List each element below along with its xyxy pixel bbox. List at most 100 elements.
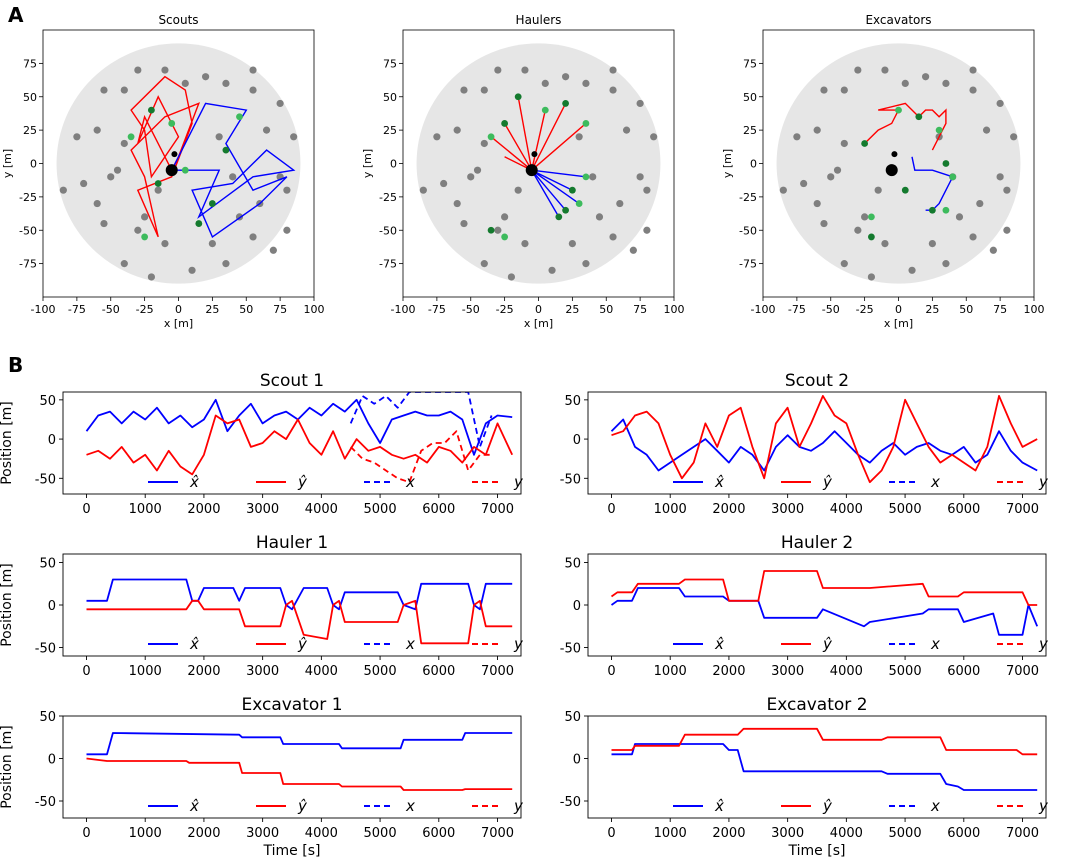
x-tick-label: 1000 [654, 826, 687, 841]
rock-point [93, 199, 101, 208]
x-tick-label: 3000 [246, 502, 279, 517]
y-tick-label: 25 [23, 124, 37, 137]
series-line--solid [86, 599, 513, 645]
rock-point [161, 66, 169, 74]
y-tick-label: -75 [379, 258, 397, 271]
x-tick-label: 0 [82, 826, 90, 841]
x-tick-label: 3000 [771, 826, 804, 841]
deposit-point [949, 173, 957, 181]
x-tick-label: 4000 [305, 502, 338, 517]
panel-a-label: A [8, 3, 24, 27]
y-tick-label: -50 [35, 642, 56, 657]
deposit-point [562, 100, 569, 107]
rock-point [867, 273, 876, 281]
y-tick-label: -50 [35, 472, 56, 487]
plot-area [85, 392, 514, 484]
series-line-x-dashed [349, 392, 493, 448]
rock-point [820, 86, 828, 94]
legend-label: x̂ [714, 797, 724, 815]
line-chart-scout-2: Scout 2 0 1000 2000 3000 4000 5000 6000 7000 -50 0… [560, 371, 1049, 517]
y-tick-label: 0 [48, 433, 56, 448]
deposit-point [541, 106, 549, 114]
deposit-point [942, 160, 950, 167]
x-axis-label: x [m] [884, 317, 913, 330]
base-small [891, 151, 898, 158]
rock-point [181, 79, 189, 87]
x-tick-label: 75 [993, 303, 1007, 316]
x-axis-label: Time [s] [263, 843, 321, 859]
deposit-point [181, 166, 189, 174]
y-tick-label: 50 [564, 557, 581, 572]
rock-point [249, 66, 257, 74]
x-axis-label: Time [s] [788, 843, 846, 859]
map-title: Excavators [865, 13, 931, 27]
deposit-point [562, 206, 569, 214]
rock-point [854, 66, 862, 74]
series-line-x-solid [86, 578, 513, 611]
charts-group: Scouts -100 -75 -50 -25 0 25 50 75 100 -75 -50 -25 0 2… [0, 13, 1049, 859]
legend-label: x̂ [189, 473, 199, 491]
legend-label: x [405, 797, 415, 815]
rock-point [942, 79, 950, 87]
y-tick-label: 0 [573, 599, 581, 614]
rock-point [616, 199, 624, 208]
x-tick-label: 25 [565, 303, 579, 316]
chart-title: Excavator 2 [766, 695, 867, 715]
x-tick-label: 5000 [889, 664, 922, 679]
x-tick-label: 0 [607, 664, 615, 679]
x-tick-label: 5000 [889, 502, 922, 517]
rock-point [215, 133, 223, 141]
rock-point [922, 73, 930, 81]
y-tick-label: -50 [19, 224, 37, 237]
x-tick-label: 5000 [364, 826, 397, 841]
rock-point [840, 139, 848, 148]
rock-point [59, 186, 67, 194]
rock-point [901, 79, 909, 87]
rock-point [881, 66, 889, 74]
rock-point [643, 186, 651, 194]
map-title: Haulers [516, 13, 562, 27]
rock-point [989, 246, 997, 254]
series-line--solid [610, 570, 1038, 606]
x-tick-label: 6000 [422, 502, 455, 517]
y-tick-label: 0 [48, 753, 56, 768]
y-tick-label: 50 [383, 91, 397, 104]
x-axis-label: x [m] [524, 317, 553, 330]
line-chart-excavator-1: Excavator 1 0 1000 2000 3000 4000 5000 6000 7000… [0, 695, 524, 859]
rock-point [575, 133, 583, 141]
rock-point [996, 99, 1004, 108]
x-tick-label: -75 [428, 303, 446, 316]
rock-point [120, 260, 128, 268]
x-tick-label: 4000 [830, 826, 863, 841]
deposit-point [195, 220, 203, 227]
rock-point [188, 266, 196, 274]
x-tick-label: 7000 [1006, 826, 1039, 841]
series-line-y-dashed [350, 430, 492, 484]
y-tick-label: 50 [39, 710, 56, 725]
rock-point [861, 213, 869, 221]
rock-point [80, 179, 88, 188]
y-tick-label: -50 [739, 224, 757, 237]
x-tick-label: 2000 [712, 826, 745, 841]
x-tick-label: 5000 [364, 664, 397, 679]
rock-point [134, 226, 142, 234]
y-axis-label: Position [m] [0, 563, 15, 647]
line-chart-hauler-2: Hauler 2 0 1000 2000 3000 4000 5000 6000 7000 -50… [560, 533, 1049, 679]
deposit-point [942, 206, 950, 214]
deposit-point [568, 186, 576, 194]
series-line--solid [86, 414, 514, 476]
map-excavators: Excavators -100 -75 -50 -25 0 25 50 75 100 -75 -50 -… [721, 13, 1045, 330]
line-chart-hauler-1: Hauler 1 0 1000 2000 3000 4000 5000 6000 7000 -50… [0, 533, 524, 679]
rock-point [609, 233, 617, 241]
x-tick-label: 7000 [481, 502, 514, 517]
deposit-point [208, 200, 216, 207]
rock-point [521, 66, 529, 74]
series-line-x-solid [610, 418, 1038, 472]
chart-frame [587, 391, 1047, 495]
y-tick-label: -50 [560, 472, 581, 487]
y-tick-label: 50 [743, 91, 757, 104]
rock-point [276, 99, 284, 108]
legend-label: y [513, 635, 524, 653]
x-tick-label: 3000 [771, 502, 804, 517]
rock-point [460, 86, 468, 94]
